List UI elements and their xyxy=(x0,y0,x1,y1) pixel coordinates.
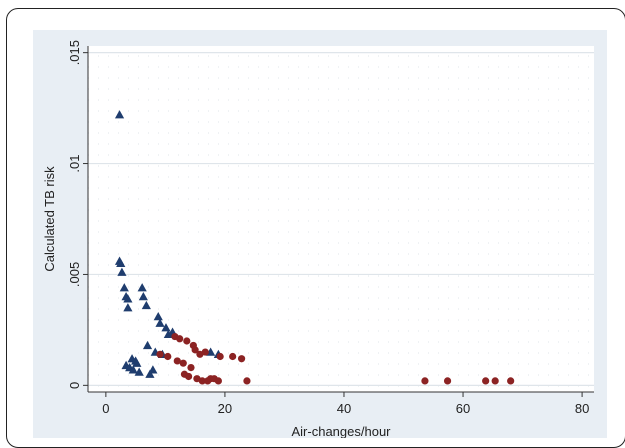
x-tick-label: 40 xyxy=(337,401,351,416)
circle-point xyxy=(229,352,237,361)
y-tick-label: .01 xyxy=(67,155,82,173)
circle-point xyxy=(164,352,172,361)
circle-point xyxy=(201,348,209,356)
triangle-point xyxy=(145,369,155,378)
x-tick-label: 80 xyxy=(575,401,589,416)
circle-point xyxy=(482,377,490,385)
scatter-chart: 0 .005 .01 .015 0 20 40 60 80 Air-changes/hour Cal… xyxy=(33,30,607,438)
triangle-point xyxy=(153,311,163,321)
triangle-point xyxy=(119,283,129,292)
circle-point xyxy=(191,346,199,354)
circle-point xyxy=(216,352,224,361)
y-axis-title: Calculated TB risk xyxy=(42,166,57,272)
circle-point xyxy=(183,337,191,345)
triangle-point xyxy=(155,318,165,327)
y-tick-label: 0 xyxy=(67,382,82,389)
triangle-point xyxy=(137,283,147,292)
circle-point xyxy=(179,359,187,367)
triangle-point xyxy=(161,323,171,332)
circle-point xyxy=(237,355,246,363)
triangle-point xyxy=(117,267,127,276)
y-tick-label: .005 xyxy=(67,262,82,287)
triangle-point xyxy=(123,303,133,312)
y-tick-label: .015 xyxy=(67,40,82,65)
circle-point xyxy=(176,335,184,343)
triangle-point xyxy=(116,258,126,268)
circle-point xyxy=(214,377,222,385)
circle-point xyxy=(491,377,499,385)
circle-point xyxy=(507,377,515,385)
x-axis-title: Air-changes/hour xyxy=(292,424,392,438)
triangle-point xyxy=(128,365,138,374)
triangle-point xyxy=(138,292,148,301)
triangle-point xyxy=(163,329,173,339)
triangle-point xyxy=(132,358,142,367)
circle-point xyxy=(173,357,181,365)
circle-point xyxy=(421,377,429,385)
x-tick-label: 20 xyxy=(218,401,232,416)
triangle-point xyxy=(148,365,158,374)
triangle-point xyxy=(134,367,144,376)
triangle-point xyxy=(141,300,151,310)
circle-point xyxy=(243,377,251,385)
circle-point xyxy=(187,364,195,372)
circle-point xyxy=(185,372,193,381)
x-tick-label: 60 xyxy=(456,401,470,416)
circle-point xyxy=(198,377,206,385)
circle-point xyxy=(156,350,164,358)
triangle-point xyxy=(123,294,133,303)
circle-point xyxy=(443,377,452,385)
plot-area xyxy=(88,46,594,392)
triangle-point xyxy=(142,340,153,350)
triangle-point xyxy=(114,110,125,119)
x-tick-label: 0 xyxy=(102,401,109,416)
